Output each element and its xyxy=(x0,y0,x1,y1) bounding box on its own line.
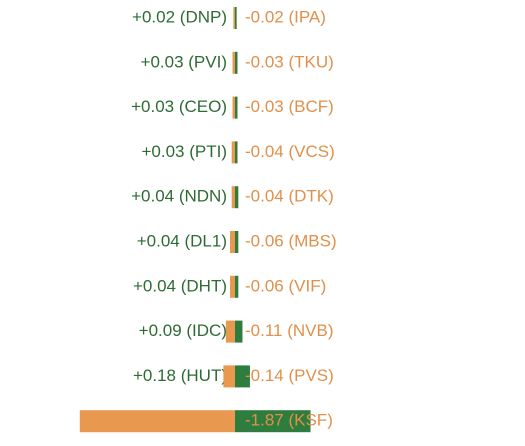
negative-bar xyxy=(79,410,235,433)
value-label: +0.03 (CEO) xyxy=(131,97,227,116)
positive-bar xyxy=(235,141,238,164)
value-label: -0.14 (PVS) xyxy=(245,366,334,385)
value-label: +0.03 (PVI) xyxy=(141,52,227,71)
positive-bar xyxy=(235,96,238,119)
negative-bar xyxy=(230,275,235,298)
value-label: +0.04 (DHT) xyxy=(133,276,227,295)
positive-bar xyxy=(235,186,239,209)
negative-bar xyxy=(232,51,235,74)
positive-bar xyxy=(235,275,239,298)
positive-bar xyxy=(235,365,250,388)
value-label: -0.04 (VCS) xyxy=(245,142,335,161)
value-label: -0.03 (BCF) xyxy=(245,97,334,116)
positive-bar xyxy=(235,320,243,343)
negative-bar xyxy=(225,320,235,343)
negative-bar xyxy=(231,141,235,164)
value-label: -0.06 (MBS) xyxy=(245,231,337,250)
value-label: +0.02 (DNP) xyxy=(132,7,227,26)
negative-bar xyxy=(223,365,235,388)
value-label: +0.09 (IDC) xyxy=(139,321,227,340)
negative-bar xyxy=(233,7,235,29)
positive-bar xyxy=(235,7,237,29)
positive-bar xyxy=(235,231,239,253)
negative-bar xyxy=(232,96,235,119)
negative-bar xyxy=(231,186,235,209)
value-label: +0.03 (PTI) xyxy=(141,142,227,161)
value-label: -0.06 (VIF) xyxy=(245,276,326,295)
value-label: -0.02 (IPA) xyxy=(245,7,326,26)
value-label: -0.04 (DTK) xyxy=(245,187,334,206)
negative-bar xyxy=(230,231,235,253)
value-label: +0.18 (HUT) xyxy=(133,366,227,385)
positive-bar xyxy=(235,410,311,433)
value-label: -1.87 (KSF) xyxy=(245,411,333,430)
value-label: -0.11 (NVB) xyxy=(245,321,334,340)
value-label: +0.04 (NDN) xyxy=(131,187,227,206)
value-label: +0.04 (DL1) xyxy=(137,231,227,250)
positive-bar xyxy=(235,51,238,74)
value-label: -0.03 (TKU) xyxy=(245,52,334,71)
